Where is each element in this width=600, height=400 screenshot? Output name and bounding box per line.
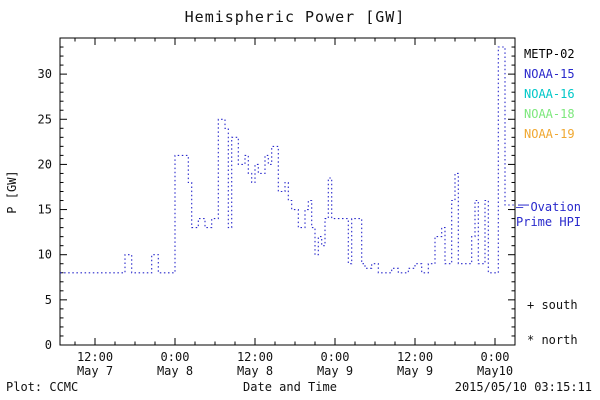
x-tick-date-label: May 8 xyxy=(157,364,193,378)
ovation-label-line2: Prime HPI xyxy=(516,215,582,229)
y-tick-label: 30 xyxy=(38,67,52,81)
y-tick-label: 20 xyxy=(38,157,52,171)
x-axis-label: Date and Time xyxy=(243,380,337,394)
y-tick-label: 5 xyxy=(45,293,52,307)
plot-frame xyxy=(59,37,516,346)
x-tick-date-label: May 7 xyxy=(77,364,113,378)
y-tick-label: 0 xyxy=(45,338,52,352)
x-tick-time-label: 0:00 xyxy=(321,350,350,364)
ovation-prime-hpi-label: — Ovation Prime HPI xyxy=(516,200,581,230)
hpi-series-line xyxy=(60,46,515,274)
y-tick-label: 25 xyxy=(38,112,52,126)
x-tick-time-label: 12:00 xyxy=(397,350,433,364)
legend-item-noaa18: NOAA-18 xyxy=(524,107,575,121)
x-tick-time-label: 12:00 xyxy=(77,350,113,364)
legend-item-noaa16: NOAA-16 xyxy=(524,87,575,101)
y-tick-label: 15 xyxy=(38,203,52,217)
chart-title: Hemispheric Power [GW] xyxy=(184,8,406,26)
y-tick-label: 10 xyxy=(38,248,52,262)
x-tick-time-label: 0:00 xyxy=(481,350,510,364)
x-tick-date-label: May 8 xyxy=(237,364,273,378)
x-tick-time-label: 12:00 xyxy=(237,350,273,364)
x-tick-date-label: May 9 xyxy=(397,364,433,378)
legend-item-metp02: METP-02 xyxy=(524,47,575,61)
x-tick-date-label: May 9 xyxy=(317,364,353,378)
legend-item-noaa15: NOAA-15 xyxy=(524,67,575,81)
south-marker-legend: + south xyxy=(527,298,578,312)
x-tick-time-label: 0:00 xyxy=(161,350,190,364)
plot-timestamp: 2015/05/10 03:15:11 xyxy=(454,380,592,394)
x-tick-date-label: May10 xyxy=(477,364,513,378)
plot-source-label: Plot: CCMC xyxy=(6,380,79,394)
satellite-legend: METP-02 NOAA-15 NOAA-16 NOAA-18 NOAA-19 xyxy=(524,44,575,144)
north-marker-legend: * north xyxy=(527,333,578,347)
legend-item-noaa19: NOAA-19 xyxy=(524,127,575,141)
ovation-label-line1: — Ovation xyxy=(516,200,582,214)
